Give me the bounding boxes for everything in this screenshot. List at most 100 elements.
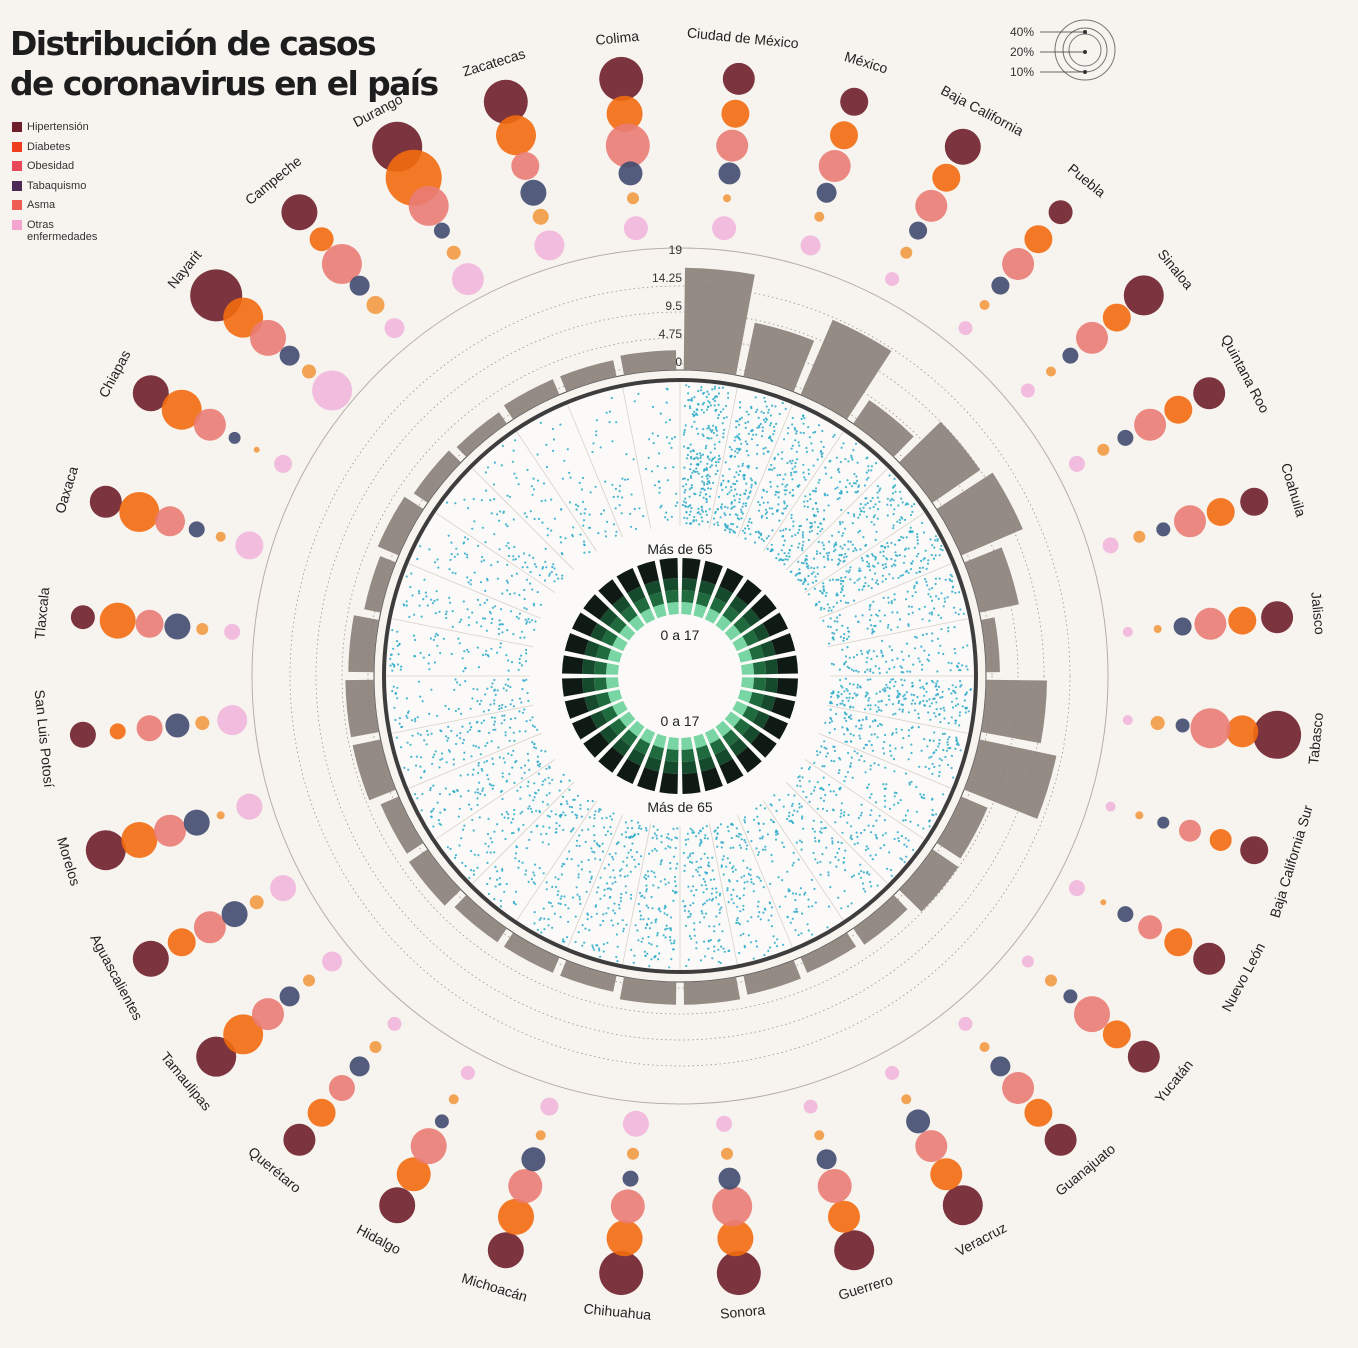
case-dot (659, 863, 662, 866)
case-dot (426, 729, 429, 733)
state-label: Morelos (54, 835, 84, 887)
case-dot (500, 722, 503, 725)
case-dot (501, 868, 504, 871)
case-dot (416, 797, 419, 800)
case-dot (755, 807, 758, 810)
case-dot (766, 511, 769, 514)
case-dot (860, 649, 863, 653)
case-dot (537, 772, 541, 775)
case-dot (471, 773, 474, 776)
case-dot (851, 543, 854, 546)
case-dot (530, 619, 534, 622)
case-dot (434, 561, 437, 564)
bar-quintana-roo (936, 472, 1023, 556)
case-dot (907, 624, 910, 627)
case-dot (684, 488, 687, 492)
case-dot (533, 882, 537, 885)
case-dot (932, 814, 935, 817)
legend-swatch (12, 219, 22, 230)
bar-baja-california-sur (964, 739, 1057, 819)
case-dot (692, 885, 695, 888)
case-dot (453, 790, 456, 794)
case-dot (536, 755, 540, 758)
case-dot (640, 940, 643, 943)
case-dot (838, 520, 842, 524)
sector-dots (712, 396, 787, 534)
case-dot (704, 447, 707, 450)
case-dot (692, 449, 696, 453)
case-dot (646, 952, 649, 955)
case-dot (833, 545, 836, 548)
case-dot (608, 410, 612, 413)
case-dot (846, 638, 849, 641)
case-dot (753, 541, 757, 544)
case-dot (418, 604, 421, 607)
case-dot (795, 458, 799, 461)
case-dot (482, 719, 486, 722)
case-dot (591, 450, 594, 454)
case-dot (891, 659, 894, 662)
case-dot (697, 832, 700, 835)
case-dot (856, 835, 859, 839)
case-dot (870, 657, 873, 661)
case-dot (832, 690, 835, 693)
case-dot (848, 656, 851, 659)
case-dot (832, 638, 835, 641)
case-dot (475, 621, 478, 624)
case-dot (788, 820, 791, 823)
case-dot (560, 873, 564, 876)
case-dot (698, 523, 701, 526)
case-dot (634, 924, 637, 927)
case-dot (903, 860, 906, 864)
case-dot (664, 883, 667, 886)
case-dot (724, 525, 728, 528)
case-dot (878, 672, 881, 675)
case-dot (861, 614, 864, 617)
case-dot (434, 612, 437, 615)
case-dot (581, 476, 585, 480)
case-dot (683, 429, 686, 432)
case-dot (872, 516, 875, 519)
case-dot (833, 749, 837, 753)
case-dot (801, 547, 804, 550)
case-dot (842, 532, 845, 535)
risk-bubble-otras-enfermedades (958, 321, 973, 336)
age-ring-segment (572, 700, 628, 740)
age-band-18-39 (620, 729, 638, 747)
case-dot (735, 426, 738, 429)
case-dot (618, 484, 622, 487)
case-dot (775, 833, 778, 836)
case-dot (539, 603, 543, 606)
case-dot (688, 405, 692, 408)
case-dot (773, 941, 776, 944)
case-dot (417, 590, 421, 593)
case-dot (820, 606, 823, 609)
case-dot (794, 929, 797, 932)
case-dot (715, 915, 718, 918)
case-dot (907, 734, 911, 738)
risk-bubble-obesidad (508, 1169, 543, 1203)
case-dot (684, 843, 688, 846)
case-dot (658, 452, 661, 455)
case-dot (889, 681, 892, 684)
case-dot (601, 842, 604, 845)
case-dot (801, 912, 804, 915)
case-dot (734, 450, 737, 453)
bubbles-sinaloa (1020, 275, 1164, 398)
case-dot (820, 453, 823, 456)
case-dot (481, 769, 484, 772)
case-dot (941, 732, 945, 736)
case-dot (860, 557, 864, 560)
case-dot (888, 573, 891, 576)
case-dot (686, 517, 689, 520)
case-dot (747, 413, 750, 416)
case-dot (538, 765, 541, 768)
case-dot (884, 733, 887, 737)
case-dot (839, 545, 842, 548)
case-dot (529, 719, 532, 722)
case-dot (596, 944, 599, 947)
case-dot (545, 566, 548, 569)
case-dot (682, 900, 685, 903)
case-dot (823, 765, 826, 768)
case-dot (486, 687, 489, 690)
